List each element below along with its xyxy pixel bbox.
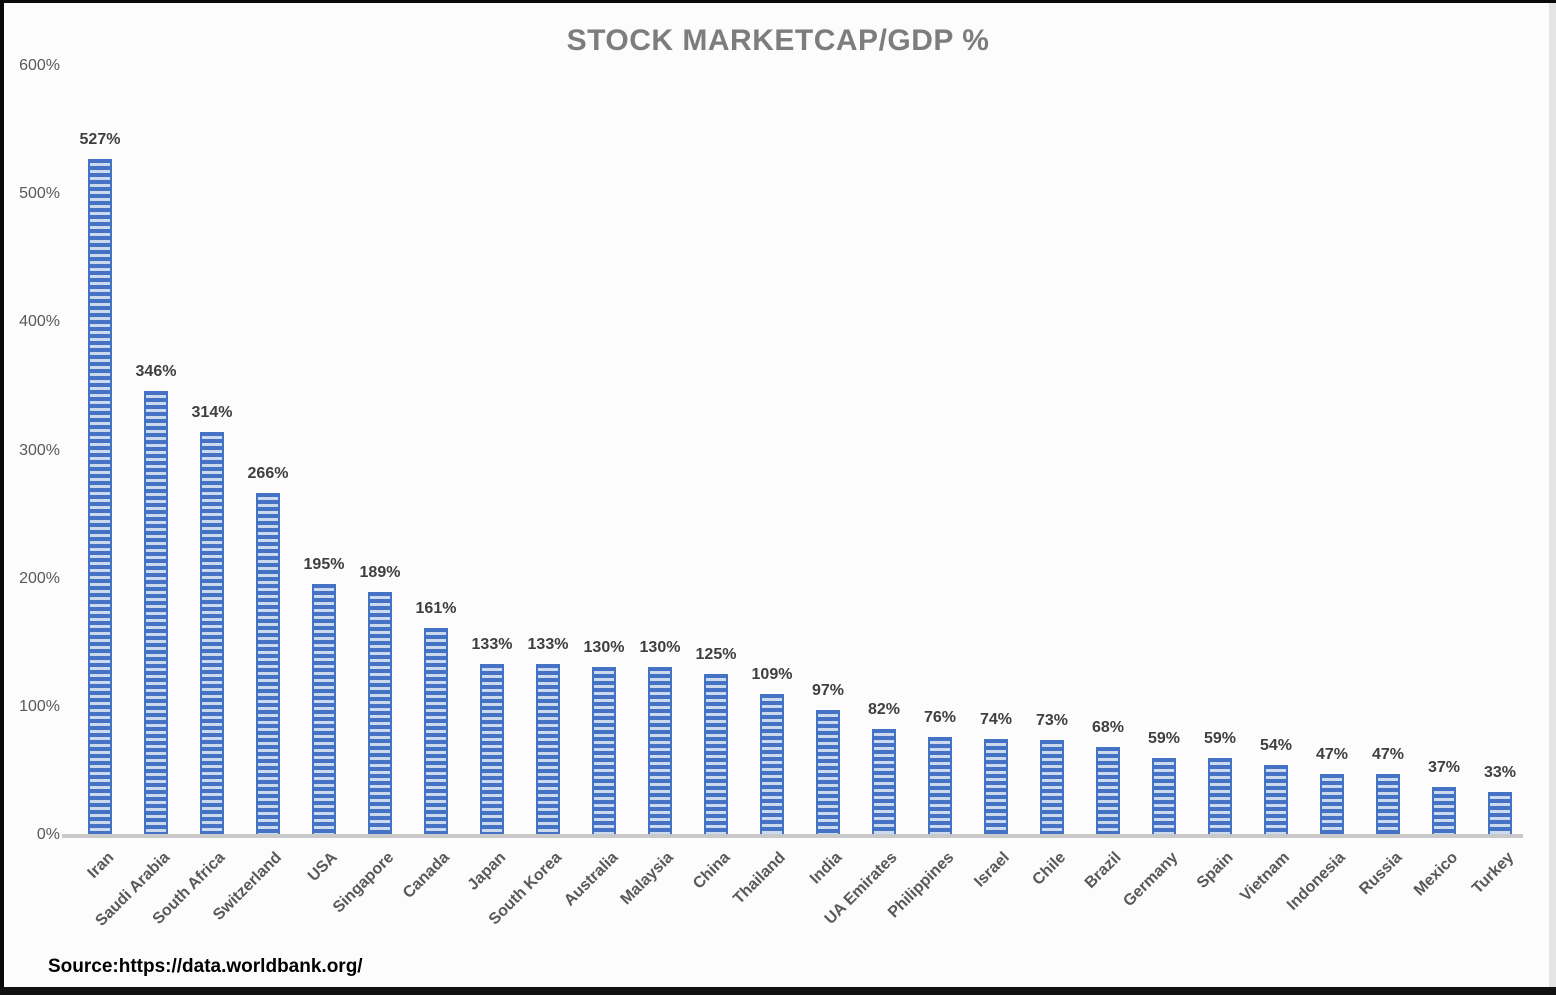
bar-thailand xyxy=(760,694,784,834)
x-axis-label: Malaysia xyxy=(617,849,678,909)
bar-brazil xyxy=(1096,747,1120,834)
bar-value-label: 82% xyxy=(867,701,901,718)
y-axis-tick-label: 600% xyxy=(19,57,60,74)
bar-iran xyxy=(88,159,112,834)
bar-india xyxy=(816,710,840,834)
x-axis-label: Brazil xyxy=(1082,849,1126,892)
bar-singapore xyxy=(368,592,392,834)
y-axis-tick-label: 400% xyxy=(19,313,60,331)
bar-value-label: 189% xyxy=(359,564,401,581)
x-axis-label: Chile xyxy=(1029,849,1070,889)
bar-value-label: 130% xyxy=(639,639,681,656)
bar-value-label: 346% xyxy=(135,363,177,380)
y-axis-tick-label: 500% xyxy=(19,185,60,203)
bar-canada xyxy=(424,628,448,834)
frame-bottom-edge xyxy=(0,987,1556,995)
bar-ua-emirates xyxy=(872,729,896,834)
x-axis-label: Japan xyxy=(464,849,510,894)
bar-south-korea xyxy=(536,664,560,834)
bar-value-label: 33% xyxy=(1483,764,1517,781)
bar-value-label: 314% xyxy=(191,404,233,421)
bar-value-label: 37% xyxy=(1427,759,1461,776)
x-axis-label: Thailand xyxy=(730,849,790,908)
bar-chile xyxy=(1040,740,1064,834)
bar-south-africa xyxy=(200,432,224,834)
bar-value-label: 133% xyxy=(471,636,513,653)
y-axis-tick-label: 300% xyxy=(19,441,60,459)
bar-value-label: 59% xyxy=(1203,730,1237,747)
bar-value-label: 54% xyxy=(1259,737,1293,754)
x-axis-label: Indonesia xyxy=(1284,849,1350,914)
bar-turkey xyxy=(1488,792,1512,834)
bar-russia xyxy=(1376,774,1400,834)
bar-value-label: 133% xyxy=(527,636,569,653)
bar-mexico xyxy=(1432,787,1456,834)
bar-value-label: 195% xyxy=(303,556,345,573)
bar-value-label: 527% xyxy=(79,131,121,148)
bar-value-label: 68% xyxy=(1091,719,1125,736)
source-note: Source:https://data.worldbank.org/ xyxy=(48,956,363,977)
bar-value-label: 97% xyxy=(811,682,845,699)
bar-indonesia xyxy=(1320,774,1344,834)
x-axis-label: China xyxy=(689,849,734,893)
x-axis-label: Iran xyxy=(84,849,118,882)
x-axis-label: Spain xyxy=(1194,849,1238,892)
y-axis-tick-label: 200% xyxy=(19,569,60,587)
bar-malaysia xyxy=(648,667,672,834)
bar-germany xyxy=(1152,758,1176,834)
frame-right-edge xyxy=(1549,0,1556,995)
x-axis-label: Russia xyxy=(1355,849,1406,899)
bar-value-label: 76% xyxy=(923,709,957,726)
bar-value-label: 47% xyxy=(1371,746,1405,763)
x-axis-label: Israel xyxy=(971,849,1014,891)
x-axis-line xyxy=(62,834,1523,838)
bar-spain xyxy=(1208,758,1232,834)
bar-china xyxy=(704,674,728,834)
bar-value-label: 161% xyxy=(415,600,457,617)
y-axis-tick-label: 100% xyxy=(19,697,60,715)
chart-title: STOCK MARKETCAP/GDP % xyxy=(566,24,990,57)
bar-saudi-arabia xyxy=(144,391,168,834)
x-axis-label: Mexico xyxy=(1410,849,1462,900)
x-axis-label: Germany xyxy=(1119,849,1182,911)
bar-value-label: 266% xyxy=(247,465,289,482)
bar-value-label: 73% xyxy=(1035,712,1069,729)
bar-switzerland xyxy=(256,493,280,834)
bar-value-label: 109% xyxy=(751,666,793,683)
x-axis-label: Australia xyxy=(560,849,622,910)
bar-value-label: 47% xyxy=(1315,746,1349,763)
bar-philippines xyxy=(928,737,952,834)
x-axis-label: USA xyxy=(305,849,342,885)
x-axis-label: India xyxy=(806,849,846,888)
x-axis-label: Vietnam xyxy=(1237,849,1294,905)
x-axis-label: Canada xyxy=(400,849,454,902)
bar-value-label: 59% xyxy=(1147,730,1181,747)
bar-value-label: 130% xyxy=(583,639,625,656)
frame-top-edge xyxy=(0,0,1556,3)
x-axis-label: Turkey xyxy=(1468,849,1518,898)
bar-value-label: 74% xyxy=(979,711,1013,728)
bar-australia xyxy=(592,667,616,834)
bar-usa xyxy=(312,584,336,834)
frame-left-edge xyxy=(0,0,4,995)
bar-japan xyxy=(480,664,504,834)
bar-value-label: 125% xyxy=(695,646,737,663)
bar-vietnam xyxy=(1264,765,1288,834)
y-axis-tick-label: 0% xyxy=(36,826,60,843)
bar-israel xyxy=(984,739,1008,834)
